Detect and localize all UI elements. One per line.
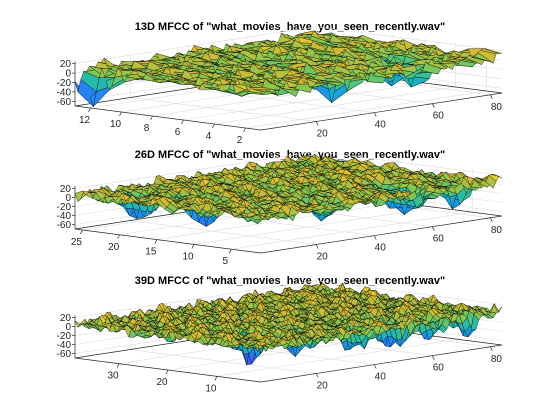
y-tick-label: 15 [145, 247, 157, 258]
x-tick-label: 60 [433, 234, 445, 245]
grid-line [130, 97, 317, 122]
y-tick-label: 2 [237, 135, 243, 146]
x-tick-label: 20 [317, 129, 329, 140]
y-tick-label: 6 [175, 127, 181, 138]
y-tick-label: 10 [182, 251, 194, 262]
y-tick-mark [150, 115, 153, 121]
z-tick-label: 0 [65, 69, 71, 80]
grid-line [130, 220, 317, 245]
x-tick-mark [432, 103, 435, 108]
y-tick-mark [88, 107, 91, 113]
grid-line [156, 202, 398, 240]
y-tick-mark [181, 119, 184, 125]
y-tick-mark [212, 123, 215, 129]
y-tick-mark [119, 111, 122, 117]
x-tick-label: 40 [375, 120, 387, 131]
z-tick-label: -60 [57, 220, 72, 231]
z-tick-label: -20 [57, 78, 72, 89]
x-tick-mark [315, 121, 319, 126]
grid-line [214, 86, 456, 125]
subplot-13d: 13D MFCC of "what_movies_have_you_seen_r… [57, 21, 503, 146]
grid-line [183, 82, 425, 121]
y-tick-label: 25 [71, 237, 83, 248]
y-tick-label: 10 [110, 119, 122, 130]
x-tick-label: 80 [491, 225, 503, 236]
z-tick-label: -40 [57, 87, 72, 98]
x-tick-mark [490, 94, 493, 99]
z-tick-label: 20 [60, 59, 72, 70]
y-tick-mark [243, 127, 246, 133]
y-tick-label: 4 [206, 131, 212, 142]
y-tick-label: 5 [222, 256, 228, 267]
grid-line [188, 88, 375, 113]
y-tick-label: 20 [108, 242, 120, 253]
subplot-13d-title: 13D MFCC of "what_movies_have_you_seen_r… [135, 21, 445, 33]
subplot-26d: 26D MFCC of "what_movies_have_you_seen_r… [57, 149, 503, 267]
y-tick-label: 8 [144, 123, 150, 134]
surface [74, 30, 503, 107]
x-tick-mark [373, 112, 377, 117]
subplot-39d-title: 39D MFCC of "what_movies_have_you_seen_r… [135, 275, 445, 287]
x-tick-label: 20 [317, 252, 329, 263]
z-tick-label: -60 [57, 97, 72, 108]
x-tick-label: 80 [491, 102, 503, 113]
grid-line [245, 90, 487, 129]
x-tick-label: 60 [433, 111, 445, 122]
grid-line [231, 211, 473, 250]
surface [74, 154, 503, 227]
y-tick-label: 12 [79, 115, 91, 126]
grid-line [193, 207, 436, 245]
x-tick-label: 40 [375, 243, 387, 254]
surface-face [483, 48, 503, 54]
